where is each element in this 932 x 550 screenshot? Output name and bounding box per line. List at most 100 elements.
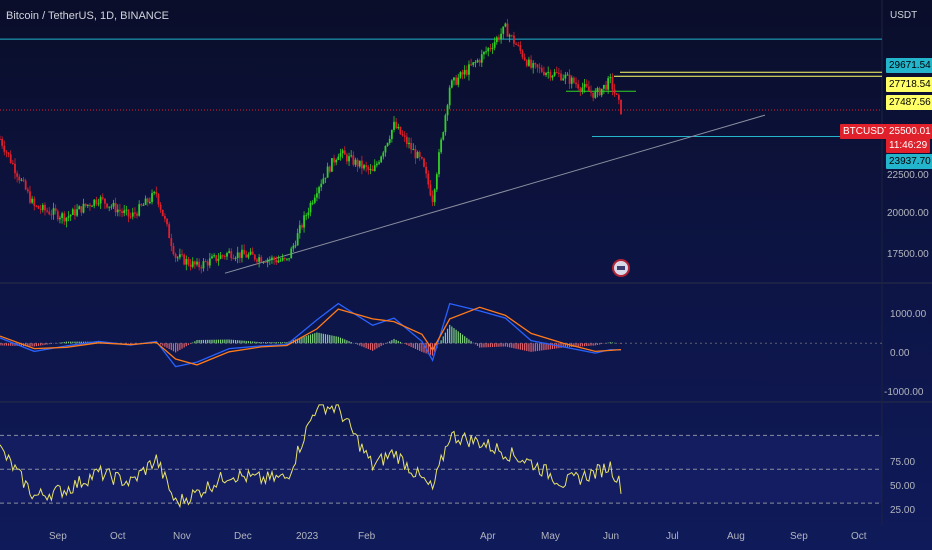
candle-body	[119, 209, 121, 212]
candle-body	[384, 145, 387, 153]
candle-body	[14, 163, 16, 174]
candle-body	[508, 35, 511, 37]
candle-body	[101, 197, 104, 199]
candle-body	[211, 256, 213, 259]
signal-line	[0, 306, 622, 366]
candle-body	[84, 203, 87, 206]
candle-body	[238, 252, 241, 258]
candle-body	[283, 257, 286, 259]
candle-body	[324, 177, 327, 179]
candle-body	[0, 138, 1, 140]
candle-body	[243, 249, 246, 255]
candle-body	[262, 261, 265, 263]
candle-body	[247, 254, 250, 258]
candle-body	[331, 158, 333, 172]
candle-body	[303, 215, 305, 228]
candle-body	[453, 77, 455, 81]
candle-body	[258, 257, 261, 262]
us-flag-event-icon[interactable]	[612, 259, 630, 277]
candle-body	[217, 258, 220, 261]
candle-body	[506, 23, 509, 37]
candle-body	[401, 134, 404, 136]
candle-body	[433, 189, 436, 203]
candle-body	[33, 198, 36, 206]
candle-body	[316, 193, 318, 198]
candle-body	[104, 198, 106, 204]
candle-body	[371, 169, 374, 171]
candle-body	[1, 138, 4, 146]
candle-body	[307, 212, 310, 216]
macd-axis-label: -1000.00	[884, 387, 924, 398]
level-tag-3: 27487.56	[886, 95, 932, 110]
candle-body	[363, 165, 365, 169]
candle-body	[523, 57, 526, 61]
candle-body	[457, 77, 460, 85]
candle-body	[472, 62, 475, 65]
candle-body	[474, 62, 477, 64]
candle-body	[427, 173, 430, 185]
candle-body	[617, 94, 620, 100]
candle-body	[461, 72, 464, 75]
candle-body	[245, 254, 248, 258]
candle-body	[328, 166, 331, 172]
candle-body	[112, 202, 115, 207]
candle-body	[56, 211, 59, 220]
candle-body	[31, 198, 34, 203]
x-axis-label: Apr	[480, 531, 496, 542]
candle-body	[256, 259, 258, 262]
candle-body	[547, 71, 550, 73]
level-tag-2: 27718.54	[886, 77, 932, 92]
candle-body	[575, 82, 577, 85]
candle-body	[18, 176, 21, 181]
candle-body	[587, 86, 590, 91]
candle-body	[277, 260, 280, 263]
candle-body	[142, 204, 145, 206]
x-axis-label: Sep	[49, 531, 67, 542]
candle-body	[418, 152, 421, 157]
candle-body	[50, 214, 53, 216]
candle-body	[489, 48, 492, 50]
candle-body	[206, 261, 209, 266]
candle-body	[318, 187, 320, 194]
candle-body	[226, 252, 228, 257]
candle-body	[521, 50, 524, 58]
candle-body	[125, 209, 128, 211]
candle-body	[600, 88, 603, 96]
candle-body	[543, 71, 545, 75]
candle-body	[271, 257, 273, 260]
candle-body	[365, 165, 368, 167]
candle-body	[168, 224, 171, 239]
candle-body	[326, 166, 329, 178]
candle-body	[29, 191, 31, 203]
candle-body	[61, 213, 63, 218]
candle-body	[375, 163, 378, 166]
candle-body	[234, 258, 237, 260]
x-axis-label: 2023	[296, 531, 319, 542]
candle-body	[189, 264, 192, 267]
candle-body	[172, 246, 175, 255]
candle-body	[420, 156, 423, 159]
candle-body	[163, 215, 166, 219]
rsi-axis-label: 25.00	[890, 505, 916, 516]
candle-body	[292, 245, 295, 249]
candle-body	[41, 204, 44, 210]
candle-body	[228, 251, 231, 253]
candle-body	[611, 76, 614, 90]
candle-body	[44, 204, 46, 211]
candle-body	[517, 44, 520, 46]
candle-body	[46, 210, 49, 212]
candle-body	[99, 197, 102, 204]
candle-body	[97, 203, 100, 205]
candle-body	[570, 77, 573, 84]
candle-body	[241, 249, 243, 258]
candle-body	[572, 77, 575, 83]
candle-body	[221, 255, 224, 257]
candle-body	[358, 160, 361, 167]
candle-body	[294, 245, 297, 247]
candle-body	[405, 136, 408, 145]
candle-body	[251, 251, 254, 255]
candle-body	[198, 261, 201, 268]
x-axis-label: Feb	[358, 531, 376, 542]
